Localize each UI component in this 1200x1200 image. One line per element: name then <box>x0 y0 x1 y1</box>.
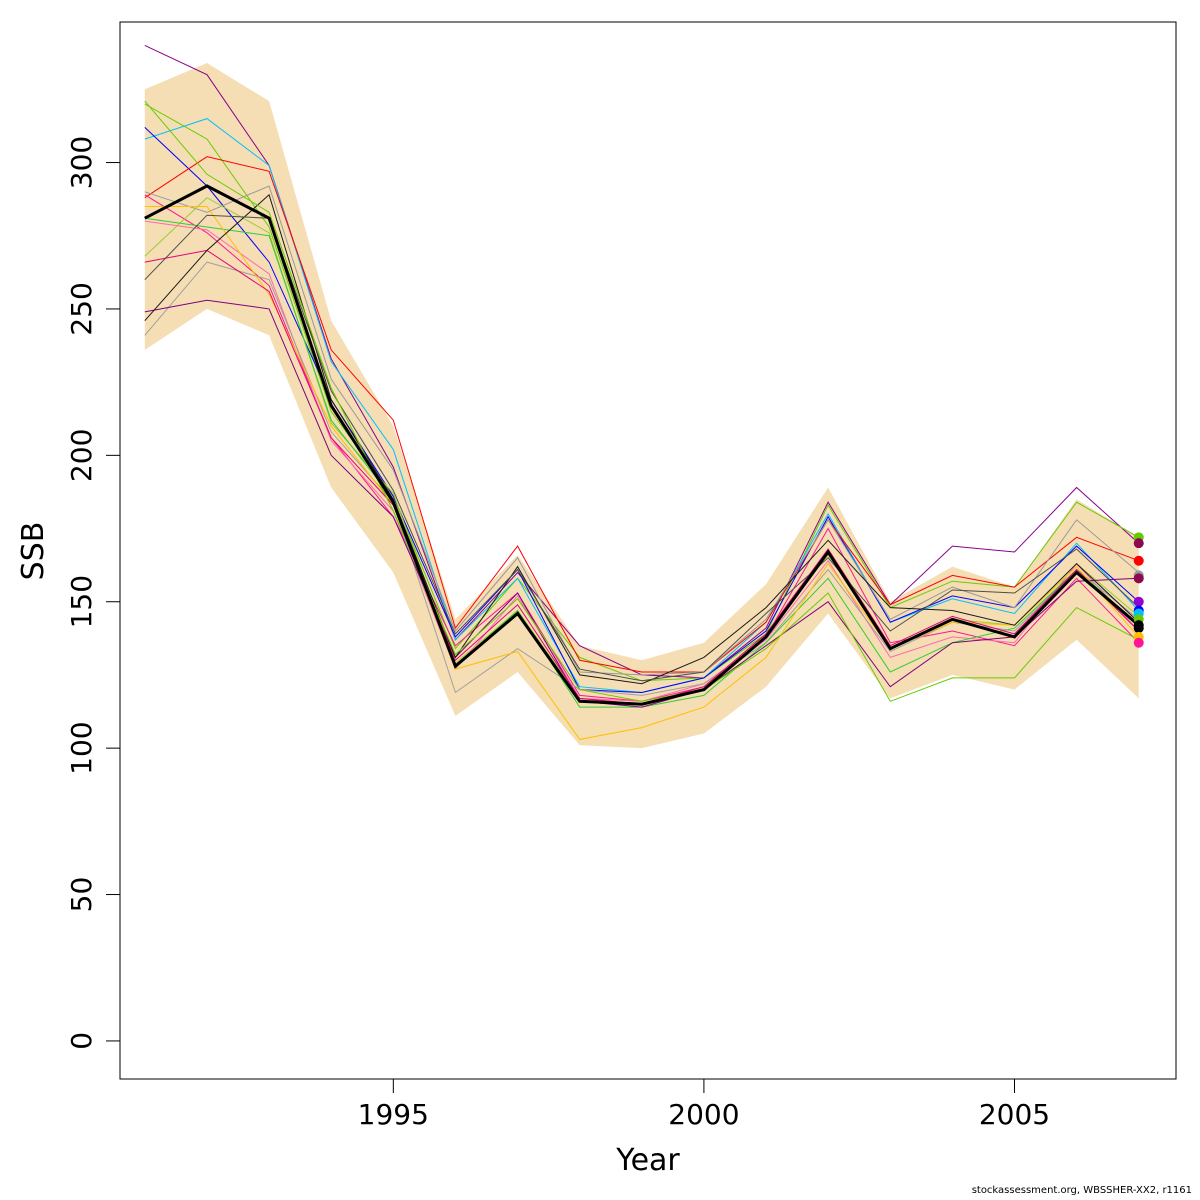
end-point-3 <box>1133 555 1144 566</box>
y-tick-label: 50 <box>65 877 98 913</box>
confidence-band-area <box>144 63 1139 749</box>
end-point-13 <box>1133 637 1144 648</box>
end-point-6 <box>1133 596 1144 607</box>
y-tick-label: 200 <box>65 429 98 482</box>
y-tick-label: 250 <box>65 282 98 335</box>
x-tick-label: 2005 <box>979 1098 1050 1131</box>
x-axis-label: Year <box>615 1143 680 1178</box>
credit-text: stockassessment.org, WBSSHER-XX2, r1161 <box>971 1185 1192 1196</box>
y-axis: 0 50 100 150 200 250 300 <box>65 136 121 1050</box>
retro-line-12 <box>144 299 1139 708</box>
end-point-2 <box>1133 538 1144 549</box>
confidence-band <box>144 63 1139 749</box>
retro-line-4 <box>144 127 1140 694</box>
y-tick-label: 0 <box>65 1032 98 1050</box>
end-point-11 <box>1133 623 1144 634</box>
y-tick-label: 150 <box>65 575 98 628</box>
y-tick-label: 300 <box>65 136 98 189</box>
y-axis-label: SSB <box>16 522 51 581</box>
retro-line-13 <box>144 206 1140 740</box>
main-series <box>144 184 1140 706</box>
retro-line-16 <box>144 214 1140 682</box>
x-tick-label: 2000 <box>668 1098 739 1131</box>
retro-line-6 <box>144 185 1140 676</box>
x-tick-label: 1995 <box>358 1098 429 1131</box>
retro-line-5 <box>144 156 1139 673</box>
retro-line-17 <box>144 100 1139 702</box>
end-point-5 <box>1133 573 1144 584</box>
retro-line-15 <box>144 193 1140 685</box>
end-points <box>1133 532 1144 648</box>
x-axis: 1995 2000 2005 <box>358 1078 1050 1131</box>
y-tick-label: 100 <box>65 721 98 774</box>
main-series-line <box>144 184 1140 706</box>
